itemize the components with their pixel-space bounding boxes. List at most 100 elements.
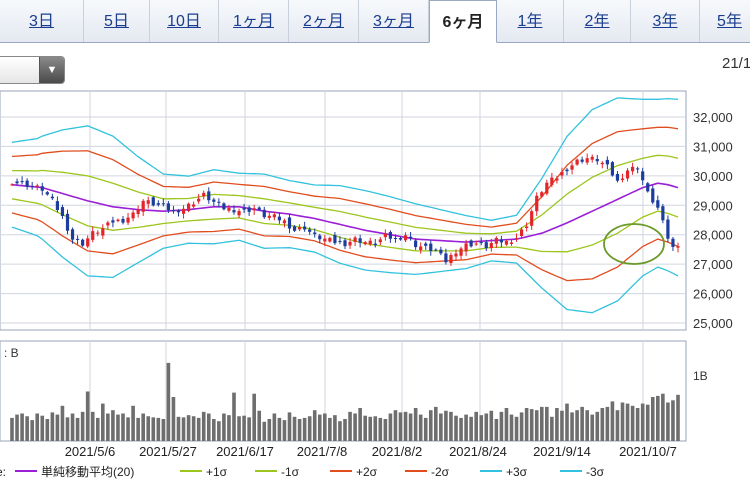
volume-bar bbox=[560, 410, 564, 441]
volume-bar bbox=[15, 414, 19, 441]
volume-bar bbox=[534, 410, 539, 441]
volume-bar bbox=[136, 417, 140, 441]
candle-body bbox=[514, 238, 519, 240]
tab-period-6[interactable]: 6ヶ月 bbox=[429, 0, 497, 43]
y-tick-label: 32,000 bbox=[693, 110, 733, 125]
volume-bar bbox=[111, 410, 115, 441]
volume-bar bbox=[378, 417, 383, 441]
tab-period-9[interactable]: 3年 bbox=[631, 0, 700, 42]
volume-bar bbox=[393, 410, 398, 441]
volume-bar bbox=[348, 411, 352, 441]
candle-body bbox=[666, 219, 670, 239]
volume-bar bbox=[449, 411, 453, 441]
candle-body bbox=[540, 192, 544, 197]
candle-body bbox=[474, 243, 478, 245]
candle-body bbox=[646, 183, 650, 192]
volume-bar bbox=[363, 415, 367, 441]
candle-body bbox=[449, 254, 453, 263]
volume-bar bbox=[661, 393, 665, 441]
volume-bar bbox=[333, 415, 337, 441]
candle-body bbox=[444, 253, 448, 263]
volume-bar bbox=[494, 419, 499, 441]
candle-body bbox=[328, 237, 332, 242]
candle-body bbox=[176, 210, 181, 213]
tab-period-5[interactable]: 3ヶ月 bbox=[359, 0, 429, 42]
volume-bar bbox=[570, 412, 574, 441]
candle-body bbox=[595, 159, 599, 162]
tab-period-8[interactable]: 2年 bbox=[564, 0, 631, 42]
candle-body bbox=[257, 207, 261, 210]
candle-body bbox=[40, 186, 44, 191]
volume-bar bbox=[131, 405, 135, 441]
band-line-minus1 bbox=[11, 198, 679, 253]
volume-bar bbox=[605, 406, 610, 441]
candle-body bbox=[15, 181, 19, 184]
volume-bar bbox=[625, 403, 630, 441]
candle-body bbox=[237, 210, 241, 216]
volume-bar bbox=[247, 417, 251, 441]
x-tick-label: 2021/8/2 bbox=[372, 444, 423, 459]
candle-body bbox=[247, 207, 251, 212]
volume-bar bbox=[252, 393, 256, 441]
x-tick-label: 2021/10/7 bbox=[619, 444, 677, 459]
volume-bar bbox=[282, 420, 287, 441]
volume-bar bbox=[545, 406, 549, 441]
volume-bar bbox=[600, 408, 605, 441]
volume-bar bbox=[428, 410, 433, 441]
volume-bar bbox=[676, 394, 680, 441]
volume-bar bbox=[55, 414, 60, 441]
candle-body bbox=[429, 243, 433, 252]
tab-period-0[interactable]: 3日 bbox=[0, 0, 84, 42]
candle-body bbox=[297, 227, 302, 230]
candle-body bbox=[192, 204, 196, 207]
volume-bar bbox=[121, 413, 125, 441]
volume-bar bbox=[302, 417, 307, 441]
y-tick-label: 25,000 bbox=[693, 316, 733, 331]
tab-period-10[interactable]: 5年 bbox=[700, 0, 750, 42]
candle-body bbox=[661, 206, 665, 221]
volume-bar bbox=[635, 408, 640, 441]
volume-bar bbox=[469, 416, 473, 441]
volume-bar bbox=[25, 416, 29, 441]
tab-period-3[interactable]: 1ヶ月 bbox=[219, 0, 289, 42]
candle-body bbox=[262, 209, 266, 218]
volume-bar bbox=[373, 416, 378, 441]
chart-type-select[interactable]: ▼ bbox=[0, 56, 65, 84]
volume-bar bbox=[176, 416, 181, 441]
tab-period-4[interactable]: 2ヶ月 bbox=[289, 0, 359, 42]
volume-bar bbox=[75, 417, 80, 441]
candle-body bbox=[197, 198, 201, 202]
x-tick-label: 2021/6/17 bbox=[216, 444, 274, 459]
legend-label: -3σ bbox=[586, 465, 605, 479]
volume-bar bbox=[474, 411, 478, 441]
band-line-plus3 bbox=[11, 97, 679, 221]
volume-bar bbox=[610, 401, 615, 441]
tab-period-7[interactable]: 1年 bbox=[497, 0, 564, 42]
candle-body bbox=[555, 178, 559, 181]
candle-body bbox=[70, 229, 75, 240]
band-line-plus1 bbox=[12, 154, 679, 235]
candle-body bbox=[313, 232, 317, 235]
tab-period-2[interactable]: 10日 bbox=[150, 0, 219, 42]
volume-bar bbox=[620, 402, 625, 441]
x-tick-label: 2021/5/27 bbox=[139, 444, 197, 459]
tab-period-1[interactable]: 5日 bbox=[84, 0, 150, 42]
candle-body bbox=[494, 237, 498, 244]
candle-body bbox=[207, 191, 211, 201]
candle-body bbox=[50, 196, 54, 199]
candle-body bbox=[202, 192, 206, 197]
volume-bar bbox=[90, 411, 95, 441]
volume-bar bbox=[85, 391, 90, 441]
volume-bar bbox=[171, 397, 176, 441]
candle-body bbox=[464, 243, 468, 252]
price-panel bbox=[0, 90, 687, 331]
candle-body bbox=[55, 201, 60, 211]
candle-body bbox=[459, 248, 463, 256]
volume-bar bbox=[539, 406, 544, 441]
candle-body bbox=[171, 210, 176, 212]
candle-body bbox=[403, 235, 408, 241]
chevron-down-icon[interactable]: ▼ bbox=[39, 57, 64, 83]
volume-bar bbox=[423, 417, 428, 441]
volume-bar bbox=[368, 416, 373, 441]
